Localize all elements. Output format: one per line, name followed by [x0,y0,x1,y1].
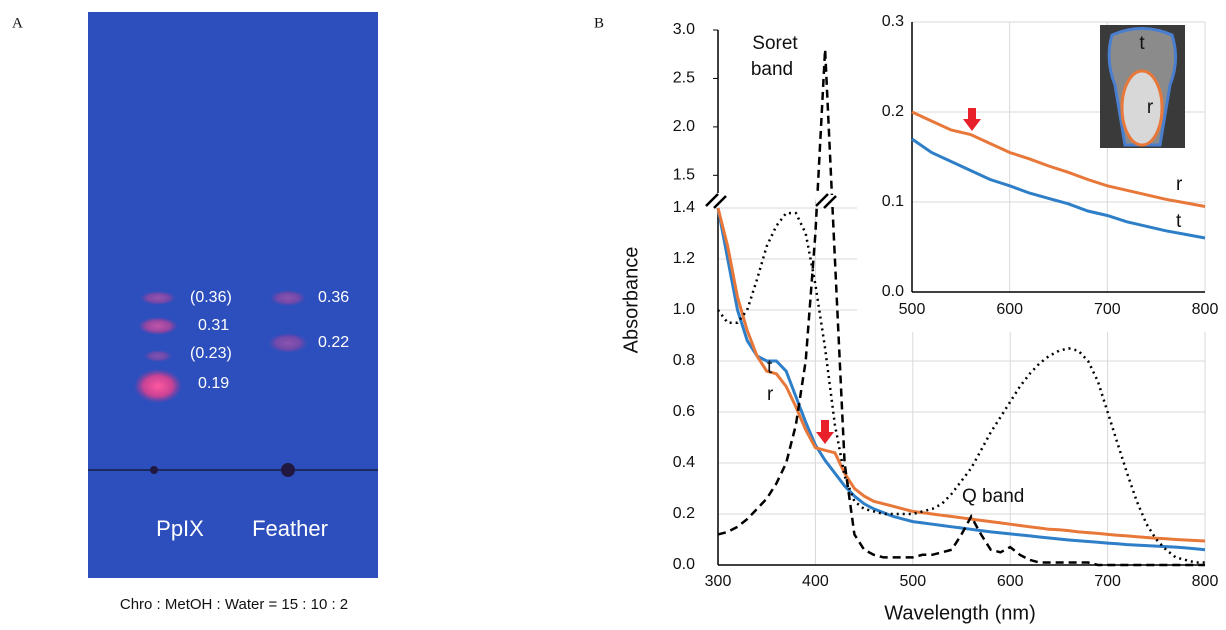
annotation: Soret [752,33,798,54]
x-tick-label: 700 [1094,573,1121,590]
lane-label: PpIX [156,516,204,541]
y-tick-label: 0.0 [882,283,904,300]
panel-label: A [12,15,23,31]
region-outline [1120,69,1164,147]
curve-label: r [1176,174,1183,195]
y-tick-label: 0.1 [882,193,904,210]
y-tick-label: 0.2 [882,103,904,120]
rf-label: 0.36 [318,289,349,306]
y-tick-label: 0.0 [673,556,695,573]
x-tick-label: 800 [1192,301,1219,318]
rf-label: (0.36) [190,289,232,306]
y-tick-label: 0.3 [882,13,904,30]
x-tick-label: 600 [996,301,1023,318]
tlc-plate [88,12,378,578]
series-line [716,207,1206,543]
axis-break [705,193,727,209]
y-tick-label: 0.6 [673,403,695,420]
caption: Chro : MetOH : Water = 15 : 10 : 2 [120,596,348,613]
x-tick-label: 600 [997,573,1024,590]
x-tick-label: 400 [802,573,829,590]
y-tick-label: 1.4 [673,199,695,216]
x-axis-label: Wavelength (nm) [884,602,1036,624]
curve-label: t [767,357,773,378]
rf-label: 0.22 [318,334,349,351]
photo-label: t [1139,33,1145,54]
spot [134,369,182,403]
annotation: Q band [962,486,1024,507]
series-line [717,211,1205,564]
rf-label: (0.23) [190,345,232,362]
main-chart: 0.0 0.2 0.4 0.6 0.8 1.0 1.2 1.4 1.5 2.0 2.5 3.0 300 4… [620,21,1218,624]
y-tick-label: 0.2 [673,505,695,522]
sample-dot [150,466,158,474]
photo-label: r [1147,97,1154,118]
sample-dot [281,463,295,477]
spot [268,333,308,353]
lane-label: Feather [252,516,328,541]
x-tick-label: 300 [705,573,732,590]
series-line [911,110,1206,208]
curve-label: t [1176,211,1182,232]
y-tick-label: 0.8 [673,352,695,369]
y-axis-label: Absorbance [620,247,642,354]
arrow [963,108,981,131]
spot [270,290,306,306]
axis-break [815,193,837,209]
x-tick-label: 800 [1192,573,1219,590]
rf-label: 0.19 [198,375,229,392]
panel-label: B [594,15,604,31]
y-tick-label: 1.2 [673,250,695,267]
y-tick-label: 3.0 [673,21,695,38]
y-tick-label: 2.0 [673,118,695,135]
spot [138,317,178,335]
rf-label: 0.31 [198,317,229,334]
x-tick-label: 500 [899,573,926,590]
spot [140,291,176,305]
curve-label: r [767,384,774,405]
arrow [816,420,834,444]
x-tick-label: 700 [1094,301,1121,318]
annotation: band [751,59,793,80]
series-line [911,137,1206,240]
y-tick-label: 1.5 [673,167,695,184]
spot [144,350,172,362]
y-tick-label: 2.5 [673,70,695,87]
series-line [717,49,1205,567]
y-tick-label: 1.0 [673,301,695,318]
y-tick-label: 0.4 [673,454,695,471]
x-tick-label: 500 [899,301,926,318]
